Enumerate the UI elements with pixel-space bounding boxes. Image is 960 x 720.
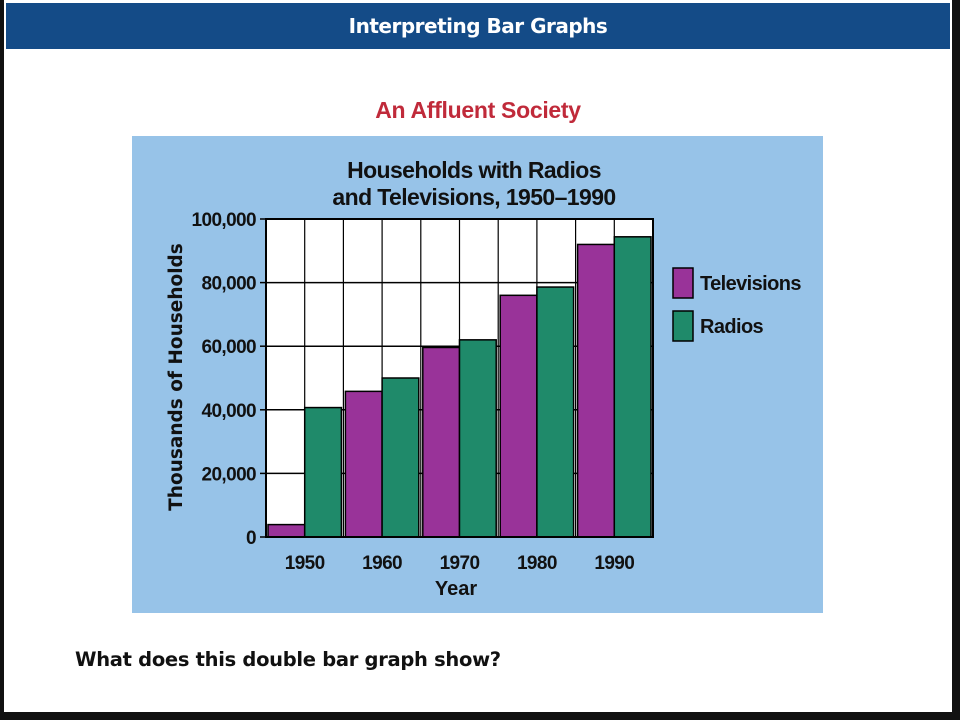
- bar-televisions-1980: [499, 294, 538, 538]
- plot-border: [265, 218, 654, 538]
- bar-radios-1960: [381, 377, 420, 538]
- slide: Interpreting Bar Graphs An Affluent Soci…: [4, 0, 952, 712]
- header-bar: Interpreting Bar Graphs: [6, 3, 950, 49]
- y-tick-label: 60,000: [201, 337, 256, 358]
- y-tick-label: 100,000: [192, 210, 257, 231]
- x-tick-label: 1950: [285, 553, 325, 574]
- question-text: What does this double bar graph show?: [75, 648, 501, 671]
- x-tick-label: 1980: [517, 553, 557, 574]
- bar-televisions-1990: [576, 243, 616, 538]
- bar-televisions-1950: [267, 523, 306, 538]
- y-tick-label: 80,000: [201, 274, 256, 295]
- x-tick-label: 1990: [594, 553, 634, 574]
- bar-radios-1950: [303, 406, 343, 538]
- bar-radios-1970: [458, 339, 497, 538]
- page-subtitle: An Affluent Society: [375, 97, 581, 123]
- x-axis-label: Year: [435, 578, 477, 600]
- x-tick-label: 1970: [440, 553, 480, 574]
- bar-radios-1980: [536, 286, 575, 538]
- bar-televisions-1970: [422, 346, 461, 538]
- legend-swatch-radios: [672, 310, 694, 342]
- legend-label-radios: Radios: [700, 316, 764, 338]
- bar-radios-1990: [613, 236, 652, 538]
- y-tick-label: 40,000: [201, 401, 256, 422]
- y-axis-label: Thousands of Households: [166, 243, 187, 511]
- y-tick-label: 0: [246, 528, 256, 549]
- chart-panel: Households with Radios and Televisions, 1…: [132, 136, 823, 613]
- legend-swatch-televisions: [672, 267, 694, 299]
- bar-televisions-1960: [344, 390, 383, 538]
- x-tick-label: 1960: [362, 553, 402, 574]
- y-tick-label: 20,000: [201, 464, 256, 485]
- legend-label-televisions: Televisions: [700, 273, 801, 295]
- chart-title-line: Households with Radios: [347, 157, 601, 183]
- chart-title-line: and Televisions, 1950–1990: [332, 184, 615, 210]
